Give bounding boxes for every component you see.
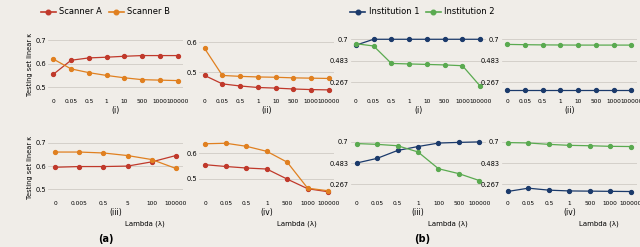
X-axis label: (iii): (iii)	[109, 208, 122, 217]
Text: (a): (a)	[98, 234, 113, 244]
Y-axis label: Testing set linear κ: Testing set linear κ	[26, 33, 33, 97]
Text: Lambda (λ): Lambda (λ)	[579, 220, 619, 227]
X-axis label: (iii): (iii)	[412, 208, 424, 217]
Text: Lambda (λ): Lambda (λ)	[428, 220, 468, 227]
Text: Lambda (λ): Lambda (λ)	[125, 220, 165, 227]
X-axis label: (i): (i)	[414, 106, 422, 115]
X-axis label: (i): (i)	[111, 106, 120, 115]
Text: (b): (b)	[414, 234, 431, 244]
X-axis label: (iv): (iv)	[260, 208, 273, 217]
Legend: Scanner A, Scanner B: Scanner A, Scanner B	[38, 4, 173, 20]
X-axis label: (ii): (ii)	[564, 106, 575, 115]
Text: Lambda (λ): Lambda (λ)	[276, 220, 316, 227]
X-axis label: (ii): (ii)	[262, 106, 272, 115]
Y-axis label: Testing set linear κ: Testing set linear κ	[26, 136, 33, 199]
X-axis label: (iv): (iv)	[563, 208, 575, 217]
Legend: Institution 1, Institution 2: Institution 1, Institution 2	[347, 4, 498, 20]
